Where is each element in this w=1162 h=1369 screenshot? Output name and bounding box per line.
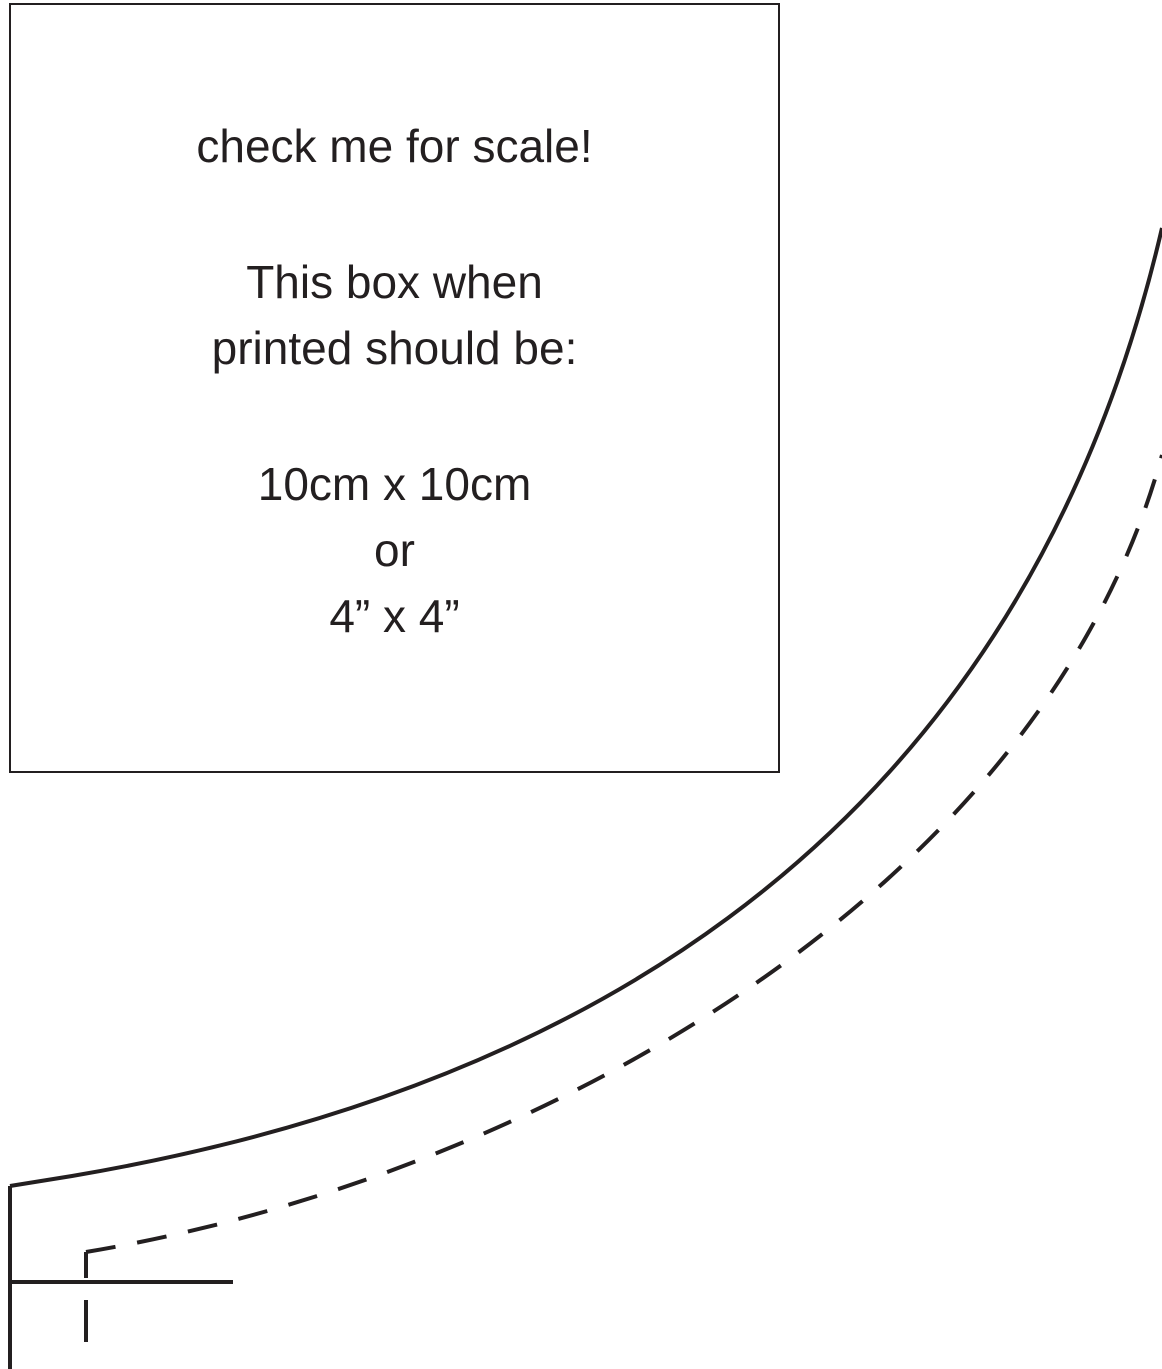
scale-box-imperial: 4” x 4” [329,590,460,642]
seam-line [85,454,1162,1254]
cut-line [9,227,1162,1188]
scale-box-line-1: This box when [246,256,543,308]
scale-box-metric: 10cm x 10cm [257,458,532,510]
scale-check-box: check me for scale! This box when printe… [9,3,780,773]
scale-box-line-2: printed should be: [211,322,578,374]
scale-box-or: or [374,524,415,576]
scale-box-heading: check me for scale! [196,120,593,172]
